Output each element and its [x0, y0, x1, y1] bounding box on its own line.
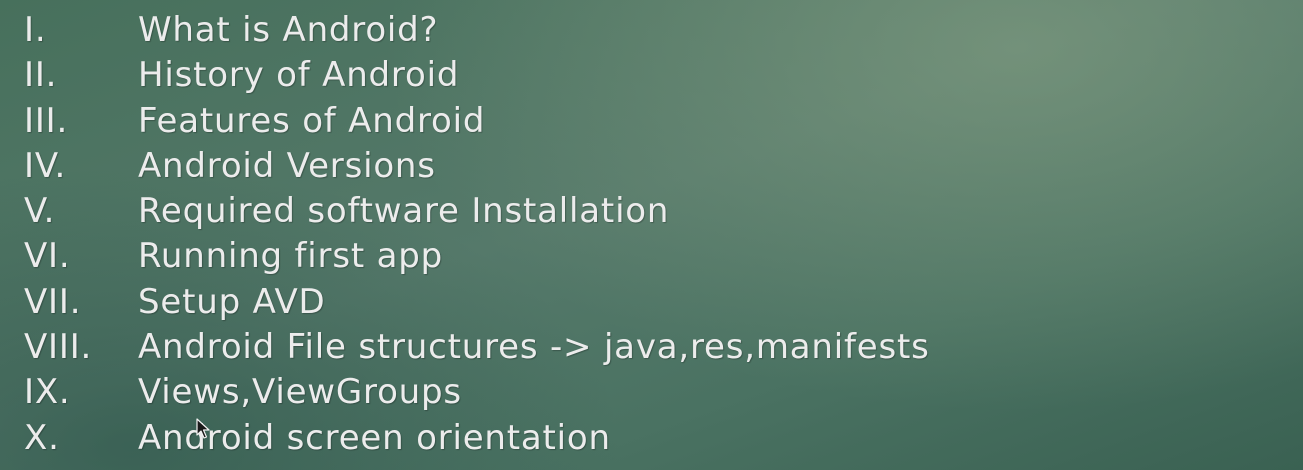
toc-item-7: VII. Setup AVD	[24, 282, 930, 327]
toc-item-text: Setup AVD	[138, 281, 326, 322]
table-of-contents: I. What is Android? II. History of Andro…	[24, 10, 930, 463]
toc-item-numeral: II.	[24, 55, 58, 96]
toc-item-numeral: VI.	[24, 236, 71, 277]
toc-item-numeral: V.	[24, 191, 56, 232]
toc-item-numeral: IX.	[24, 372, 71, 413]
toc-item-5: V. Required software Installation	[24, 191, 930, 236]
toc-item-text: Views,ViewGroups	[138, 372, 462, 413]
toc-item-text: Required software Installation	[138, 191, 670, 232]
toc-item-3: III. Features of Android	[24, 101, 930, 146]
toc-item-text: Android File structures -> java,res,mani…	[138, 327, 930, 368]
toc-item-numeral: III.	[24, 100, 69, 141]
toc-item-text: History of Android	[138, 55, 460, 96]
toc-item-4: IV. Android Versions	[24, 146, 930, 191]
toc-item-2: II. History of Android	[24, 55, 930, 100]
toc-item-numeral: VII.	[24, 281, 82, 322]
toc-item-numeral: I.	[24, 10, 47, 50]
toc-item-text: What is Android?	[138, 10, 439, 50]
toc-item-8: VIII. Android File structures -> java,re…	[24, 327, 930, 372]
toc-item-1: I. What is Android?	[24, 10, 930, 55]
mouse-pointer-icon	[196, 418, 210, 439]
toc-item-text: Android screen orientation	[138, 417, 611, 458]
toc-item-numeral: X.	[24, 417, 60, 458]
toc-item-numeral: IV.	[24, 145, 67, 186]
toc-item-6: VI. Running first app	[24, 236, 930, 281]
toc-item-9: IX. Views,ViewGroups	[24, 372, 930, 417]
toc-item-text: Running first app	[138, 236, 443, 277]
toc-item-10: X. Android screen orientation	[24, 418, 930, 463]
toc-item-text: Features of Android	[138, 100, 486, 141]
toc-item-numeral: VIII.	[24, 327, 93, 368]
toc-item-text: Android Versions	[138, 145, 436, 186]
